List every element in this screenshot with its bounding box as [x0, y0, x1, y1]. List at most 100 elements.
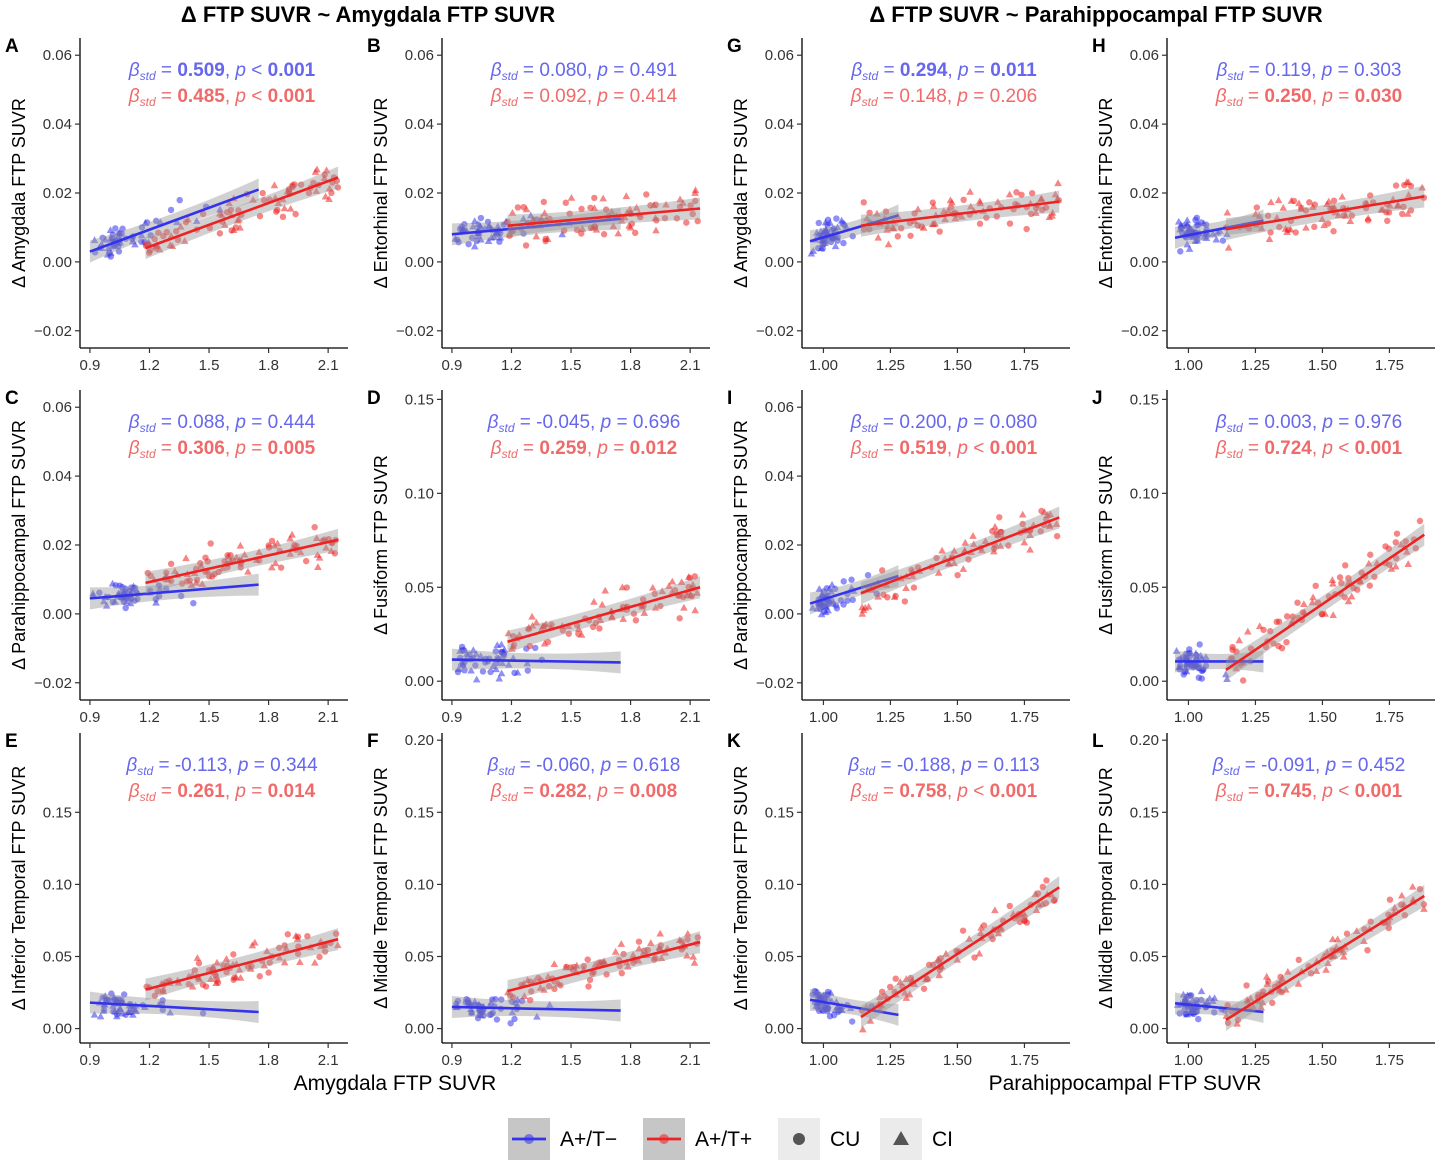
cu-point: [1312, 582, 1319, 590]
ci-point: [498, 659, 507, 667]
ci-point: [1267, 198, 1275, 206]
left-title: Δ FTP SUVR ~ Amygdala FTP SUVR: [181, 2, 555, 27]
cu-point: [860, 199, 867, 206]
y-tick-label: 0.15: [405, 391, 434, 408]
cu-point: [108, 235, 116, 242]
y-tick-label: 0.10: [765, 876, 794, 893]
ci-point: [822, 608, 830, 616]
cu-point: [1318, 611, 1325, 618]
ci-point: [632, 203, 641, 211]
ci-point: [1273, 213, 1281, 221]
cu-point: [155, 592, 163, 600]
cu-point: [331, 550, 339, 557]
ci-point: [1275, 986, 1284, 994]
ci-point: [813, 604, 821, 612]
cu-point: [848, 576, 855, 583]
ci-point: [875, 993, 884, 1001]
cu-point: [1385, 924, 1392, 932]
ci-point: [1005, 190, 1014, 198]
cu-point: [833, 215, 840, 222]
cu-point: [1193, 1008, 1201, 1015]
cu-point: [694, 934, 702, 941]
cu-point: [1197, 219, 1205, 226]
ci-point: [929, 202, 938, 210]
ci-point: [1344, 597, 1353, 605]
ci-point: [484, 237, 493, 245]
ci-point: [296, 958, 304, 965]
ci-point: [523, 976, 532, 984]
y-axis-label: Δ Inferior Temporal FTP SUVR: [9, 766, 29, 1010]
fit-line-a-t-neg: [1174, 1002, 1264, 1014]
ci-point: [102, 601, 111, 609]
cu-point: [600, 231, 608, 238]
x-tick-label: 1.5: [199, 1052, 220, 1069]
ci-point: [188, 982, 197, 990]
ci-point: [334, 941, 342, 949]
cu-point: [637, 213, 644, 221]
cu-point: [908, 566, 915, 574]
ci-point: [1420, 905, 1428, 912]
y-axis-label: Δ Fusiform FTP SUVR: [1096, 455, 1116, 635]
ci-point: [1309, 593, 1317, 601]
stat-line-a-t-pos: βstd = 0.092, p = 0.414: [490, 86, 678, 109]
ci-point: [166, 1008, 175, 1016]
cu-point: [1260, 626, 1267, 634]
cu-point: [473, 237, 480, 245]
cu-point: [1398, 901, 1405, 908]
ci-point: [1052, 520, 1061, 527]
ci-point: [1328, 576, 1337, 583]
cu-point: [831, 585, 839, 593]
right-title: Δ FTP SUVR ~ Parahippocampal FTP SUVR: [869, 2, 1322, 27]
legend-label: A+/T+: [695, 1128, 752, 1151]
ci-point: [232, 553, 241, 561]
cu-point: [506, 232, 513, 239]
ci-point: [320, 941, 329, 949]
ci-point: [222, 954, 231, 962]
x-tick-label: 1.00: [1174, 357, 1203, 374]
ci-point: [1255, 212, 1264, 220]
x-tick-label: 1.75: [1375, 709, 1404, 726]
fit-line-a-t-pos: [860, 200, 1060, 228]
y-tick-label: 0.05: [1130, 948, 1159, 965]
cu-point: [151, 235, 158, 243]
x-tick-label: 1.00: [809, 1052, 838, 1069]
y-tick-label: 0.10: [1130, 485, 1159, 502]
fit-line-a-t-neg: [89, 583, 259, 600]
cu-point: [1384, 217, 1391, 225]
cu-point: [644, 946, 651, 954]
cu-point: [1367, 918, 1374, 925]
ci-point: [648, 583, 657, 591]
cu-point: [1324, 220, 1332, 227]
cu-point: [207, 540, 214, 547]
ci-point: [244, 567, 252, 575]
y-tick-label: 0.00: [1130, 254, 1159, 271]
ci-point: [1390, 903, 1399, 911]
stat-line-a-t-pos: βstd = 0.519, p < 0.001: [850, 438, 1038, 461]
ci-point: [1284, 967, 1292, 975]
ci-point: [315, 553, 324, 561]
cu-point: [311, 523, 318, 531]
ci-point: [1339, 952, 1348, 960]
ci-point: [665, 582, 673, 589]
ci-point: [260, 961, 269, 969]
cu-point: [849, 596, 856, 604]
cu-point: [1276, 223, 1283, 231]
panel-letter: K: [727, 731, 741, 752]
ci-point: [532, 618, 541, 626]
cu-point: [548, 621, 555, 628]
ci-point: [1203, 997, 1212, 1005]
y-tick-label: 0.00: [405, 673, 434, 690]
ci-point: [1197, 987, 1206, 995]
ci-point: [902, 584, 910, 591]
ci-point: [1233, 1019, 1241, 1027]
cu-point: [824, 221, 831, 228]
cu-point: [120, 991, 128, 998]
ci-point: [1387, 564, 1396, 572]
y-tick-label: 0.06: [1130, 47, 1159, 64]
ci-point: [282, 944, 291, 952]
stat-line-a-t-pos: βstd = 0.745, p < 0.001: [1215, 781, 1403, 804]
panel-c: 0.9 1.2 1.5 1.8 2.1 −0.02 0.00 0.02 0.04 0.06 C Δ P…: [5, 388, 348, 726]
y-tick-label: 0.10: [405, 876, 434, 893]
x-tick-label: 2.1: [680, 709, 701, 726]
stat-line-a-t-pos: βstd = 0.259, p = 0.012: [490, 438, 677, 461]
